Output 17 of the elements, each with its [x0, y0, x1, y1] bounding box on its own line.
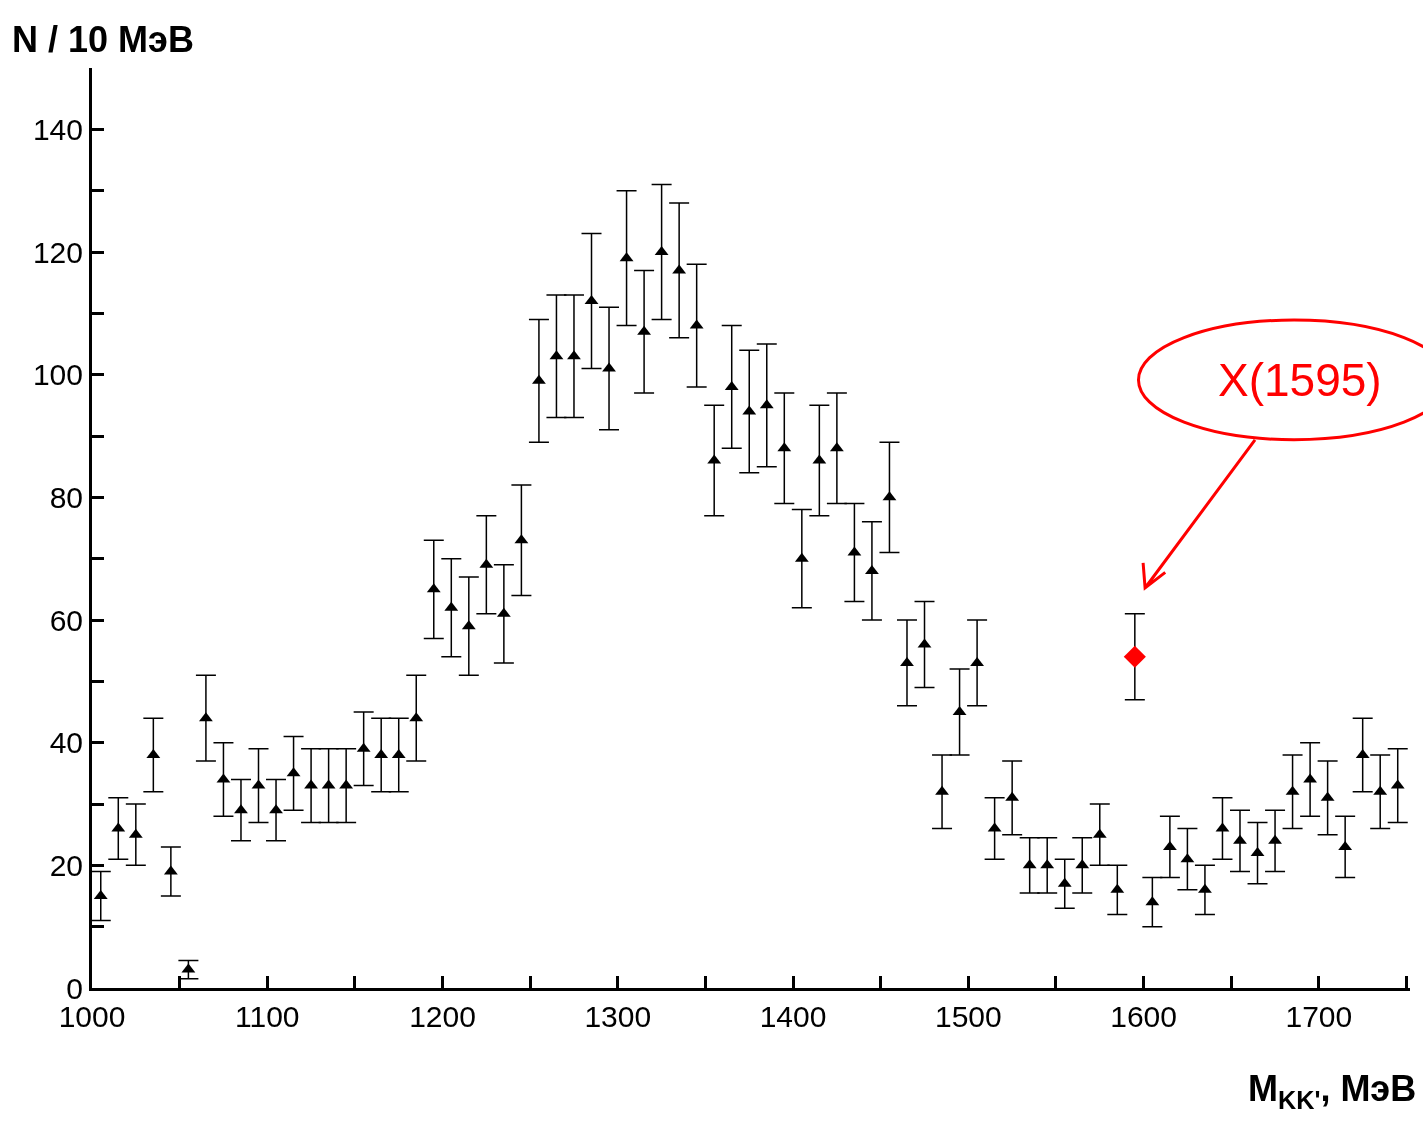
y-tick-label: 20 — [49, 848, 83, 882]
x-tick-label: 1600 — [1110, 1000, 1177, 1033]
x-tick-label: 1100 — [235, 1000, 300, 1033]
x-axis-title: M$_{KK'}$, МэВ — [1248, 1068, 1417, 1114]
x-tick-label: 1700 — [1285, 1000, 1353, 1033]
y-tick-label: 140 — [32, 112, 83, 146]
y-tick-label: 100 — [32, 358, 83, 392]
annotation: X(1595) — [1218, 354, 1382, 406]
x-tick-label: 1300 — [584, 1000, 652, 1033]
x-tick-label: 1500 — [934, 1000, 1002, 1033]
x-tick-label: 1200 — [409, 1000, 476, 1033]
x-tick-label: 1400 — [759, 1000, 827, 1033]
y-tick-label: 120 — [32, 235, 83, 269]
y-tick-label: 60 — [49, 603, 83, 637]
y-axis-title: N / 10 МэВ — [12, 19, 194, 60]
y-tick-label: 40 — [49, 726, 83, 760]
y-tick-label: 80 — [49, 480, 83, 514]
